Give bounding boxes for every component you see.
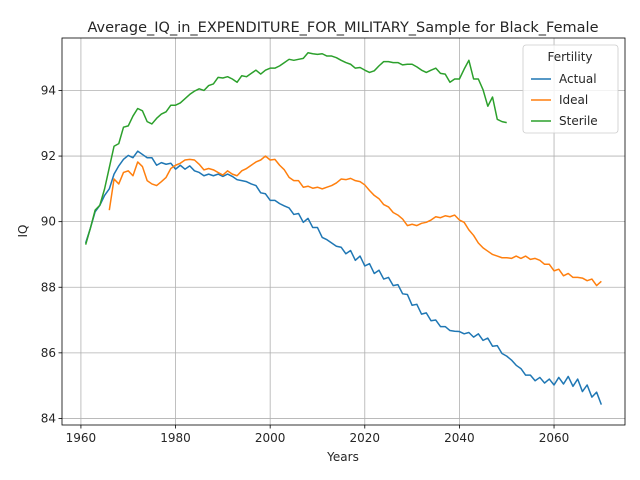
x-tick-label: 2060 xyxy=(539,431,570,445)
y-tick-label: 92 xyxy=(41,149,56,163)
chart-title: Average_IQ_in_EXPENDITURE_FOR_MILITARY_S… xyxy=(87,20,598,36)
x-tick-label: 2020 xyxy=(350,431,381,445)
legend-box xyxy=(522,44,619,134)
plot-area-frame xyxy=(61,37,626,426)
legend: Fertility Actual Ideal Sterile xyxy=(522,44,619,134)
legend-label-sterile: Sterile xyxy=(559,114,598,128)
series-layer xyxy=(84,52,603,405)
x-tick-label: 1960 xyxy=(66,431,97,445)
legend-label-actual: Actual xyxy=(559,72,597,86)
y-tick-label: 84 xyxy=(41,411,56,425)
y-tick-label: 86 xyxy=(41,346,56,360)
series-line-ideal xyxy=(108,155,602,287)
legend-label-ideal: Ideal xyxy=(559,93,588,107)
x-axis-label: Years xyxy=(326,450,359,464)
x-tick-label: 1980 xyxy=(160,431,191,445)
y-tick-label: 88 xyxy=(41,280,56,294)
y-axis-label: IQ xyxy=(16,225,30,238)
legend-title: Fertility xyxy=(547,50,592,64)
series-line-actual xyxy=(84,150,603,405)
tick-layer: 1960 1980 2000 2020 2040 2060 84 86 88 90 92 94 xyxy=(41,83,570,445)
y-tick-label: 90 xyxy=(41,215,56,229)
x-tick-label: 2000 xyxy=(255,431,286,445)
series-line-sterile xyxy=(84,52,507,245)
y-tick-label: 94 xyxy=(41,83,56,97)
legend-items: Actual Ideal Sterile xyxy=(531,72,598,128)
x-tick-label: 2040 xyxy=(444,431,475,445)
